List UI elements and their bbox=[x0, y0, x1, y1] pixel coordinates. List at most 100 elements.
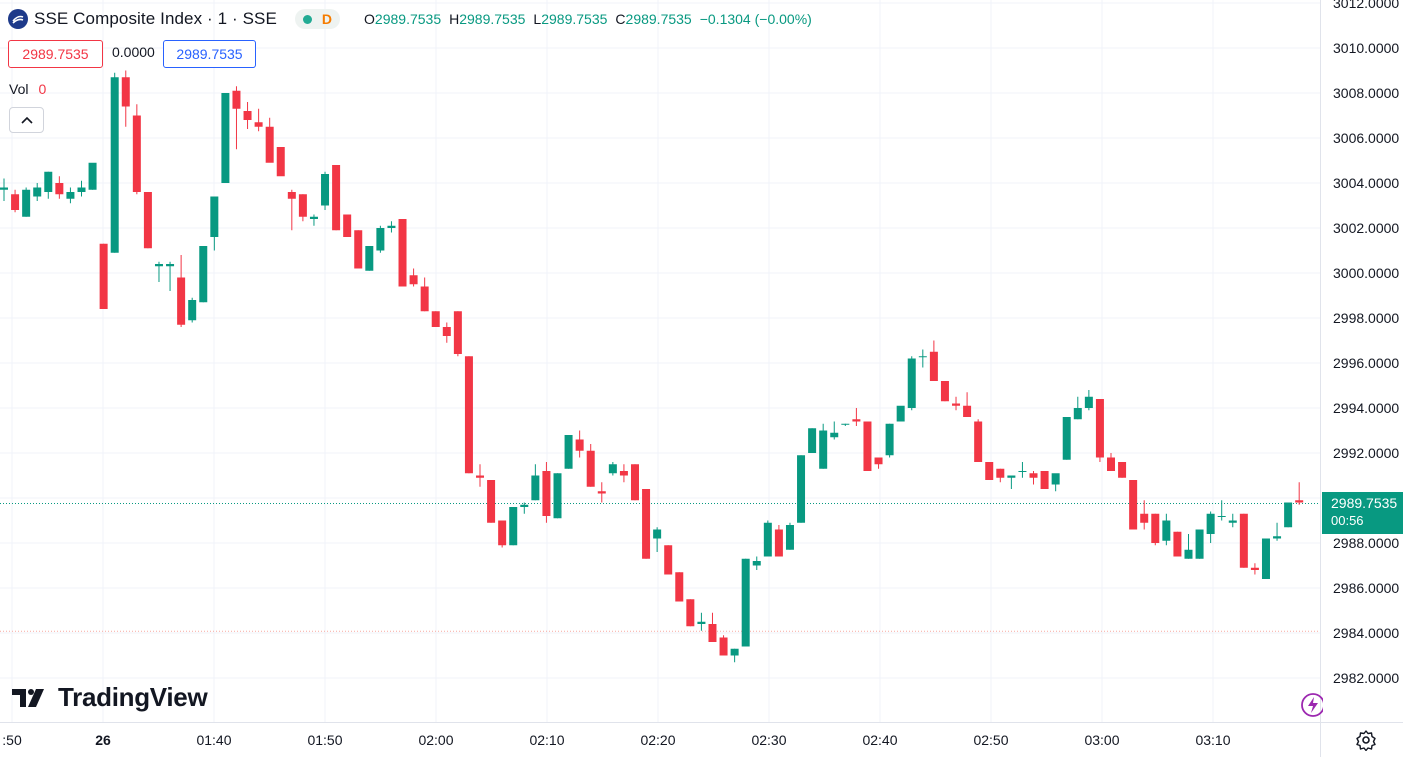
candle[interactable] bbox=[741, 558, 750, 647]
candle[interactable] bbox=[265, 117, 274, 163]
candle[interactable] bbox=[77, 180, 86, 197]
candle[interactable] bbox=[498, 520, 507, 548]
candle[interactable] bbox=[1151, 513, 1160, 546]
candle[interactable] bbox=[509, 507, 518, 546]
candle[interactable] bbox=[863, 421, 872, 472]
candle[interactable] bbox=[232, 86, 241, 150]
candle[interactable] bbox=[453, 311, 462, 357]
candle[interactable] bbox=[1261, 538, 1270, 580]
candle[interactable] bbox=[597, 482, 606, 503]
candle[interactable] bbox=[309, 214, 318, 226]
candle[interactable] bbox=[1062, 417, 1071, 460]
candle[interactable] bbox=[1029, 471, 1038, 485]
candle[interactable] bbox=[985, 462, 994, 480]
candle[interactable] bbox=[708, 612, 717, 642]
candle[interactable] bbox=[1095, 399, 1104, 462]
candle[interactable] bbox=[33, 183, 42, 201]
candle[interactable] bbox=[1007, 475, 1016, 490]
candle[interactable] bbox=[121, 70, 130, 127]
candle[interactable] bbox=[66, 187, 75, 204]
tradingview-logo[interactable]: TradingView bbox=[12, 682, 208, 713]
candle[interactable] bbox=[619, 464, 628, 483]
candle[interactable] bbox=[398, 219, 407, 287]
candle[interactable] bbox=[221, 93, 230, 183]
candle[interactable] bbox=[653, 527, 662, 552]
candle[interactable] bbox=[1129, 480, 1138, 530]
candle[interactable] bbox=[841, 423, 850, 426]
candle[interactable] bbox=[1118, 462, 1127, 478]
candle[interactable] bbox=[287, 189, 296, 231]
candle[interactable] bbox=[110, 72, 119, 253]
candle[interactable] bbox=[166, 261, 175, 291]
candle[interactable] bbox=[542, 462, 551, 523]
candle[interactable] bbox=[365, 246, 374, 271]
candle[interactable] bbox=[487, 480, 496, 523]
price-axis[interactable]: 3012.0000 3010.0000 3008.0000 3006.0000 3004… bbox=[1333, 0, 1399, 686]
candle[interactable] bbox=[243, 102, 252, 129]
collapse-legend-button[interactable] bbox=[9, 107, 44, 133]
candle[interactable] bbox=[1250, 563, 1259, 575]
candle[interactable] bbox=[177, 255, 186, 327]
candle[interactable] bbox=[553, 473, 562, 519]
candle[interactable] bbox=[774, 525, 783, 557]
candles[interactable] bbox=[0, 70, 1304, 663]
candle[interactable] bbox=[11, 189, 20, 213]
candle[interactable] bbox=[1217, 500, 1226, 521]
candle[interactable] bbox=[210, 196, 219, 251]
candle[interactable] bbox=[785, 522, 794, 550]
candle[interactable] bbox=[409, 268, 418, 287]
settings-gear-icon[interactable] bbox=[1355, 729, 1377, 751]
candle[interactable] bbox=[952, 396, 961, 411]
candle[interactable] bbox=[1295, 482, 1304, 505]
candle[interactable] bbox=[586, 444, 595, 487]
candle[interactable] bbox=[929, 340, 938, 382]
candle[interactable] bbox=[830, 421, 839, 440]
candle[interactable] bbox=[1239, 513, 1248, 568]
candle[interactable] bbox=[974, 419, 983, 462]
candle[interactable] bbox=[442, 322, 451, 343]
candle[interactable] bbox=[1107, 453, 1115, 471]
candle[interactable] bbox=[907, 356, 916, 411]
candle[interactable] bbox=[387, 221, 396, 233]
candle[interactable] bbox=[896, 405, 905, 422]
candle[interactable] bbox=[885, 423, 894, 458]
candle[interactable] bbox=[1051, 473, 1060, 492]
candle[interactable] bbox=[99, 243, 108, 309]
candle[interactable] bbox=[1040, 471, 1049, 489]
candle[interactable] bbox=[55, 176, 64, 199]
candle[interactable] bbox=[730, 648, 739, 663]
candle[interactable] bbox=[996, 468, 1005, 483]
candle[interactable] bbox=[1140, 500, 1149, 530]
candle[interactable] bbox=[1273, 522, 1282, 541]
candle[interactable] bbox=[940, 381, 949, 402]
candle[interactable] bbox=[1018, 462, 1027, 478]
buy-button[interactable]: 2989.7535 bbox=[163, 40, 256, 68]
candle[interactable] bbox=[154, 261, 163, 282]
candle[interactable] bbox=[1284, 502, 1293, 528]
candle[interactable] bbox=[520, 502, 529, 514]
candle[interactable] bbox=[464, 356, 473, 474]
candle[interactable] bbox=[874, 457, 883, 469]
candle[interactable] bbox=[321, 171, 330, 210]
candle[interactable] bbox=[797, 455, 806, 523]
candle[interactable] bbox=[354, 230, 363, 269]
candle[interactable] bbox=[531, 464, 540, 501]
candle[interactable] bbox=[819, 423, 828, 469]
candle[interactable] bbox=[254, 108, 263, 132]
candle[interactable] bbox=[752, 556, 761, 571]
candle[interactable] bbox=[608, 462, 617, 476]
candle[interactable] bbox=[420, 277, 429, 312]
lightning-icon[interactable] bbox=[1299, 691, 1323, 719]
candle[interactable] bbox=[199, 246, 208, 303]
candle[interactable] bbox=[143, 192, 152, 249]
candle[interactable] bbox=[88, 162, 97, 190]
candle[interactable] bbox=[22, 187, 31, 217]
candle[interactable] bbox=[918, 349, 927, 368]
time-axis[interactable]: :50 26 01:40 01:50 02:00 02:10 02:20 02:30 02:40… bbox=[2, 732, 1230, 748]
candle[interactable] bbox=[376, 225, 385, 253]
candle[interactable] bbox=[719, 635, 728, 656]
candle[interactable] bbox=[675, 572, 684, 602]
candle[interactable] bbox=[1195, 529, 1204, 559]
candle[interactable] bbox=[686, 599, 695, 627]
